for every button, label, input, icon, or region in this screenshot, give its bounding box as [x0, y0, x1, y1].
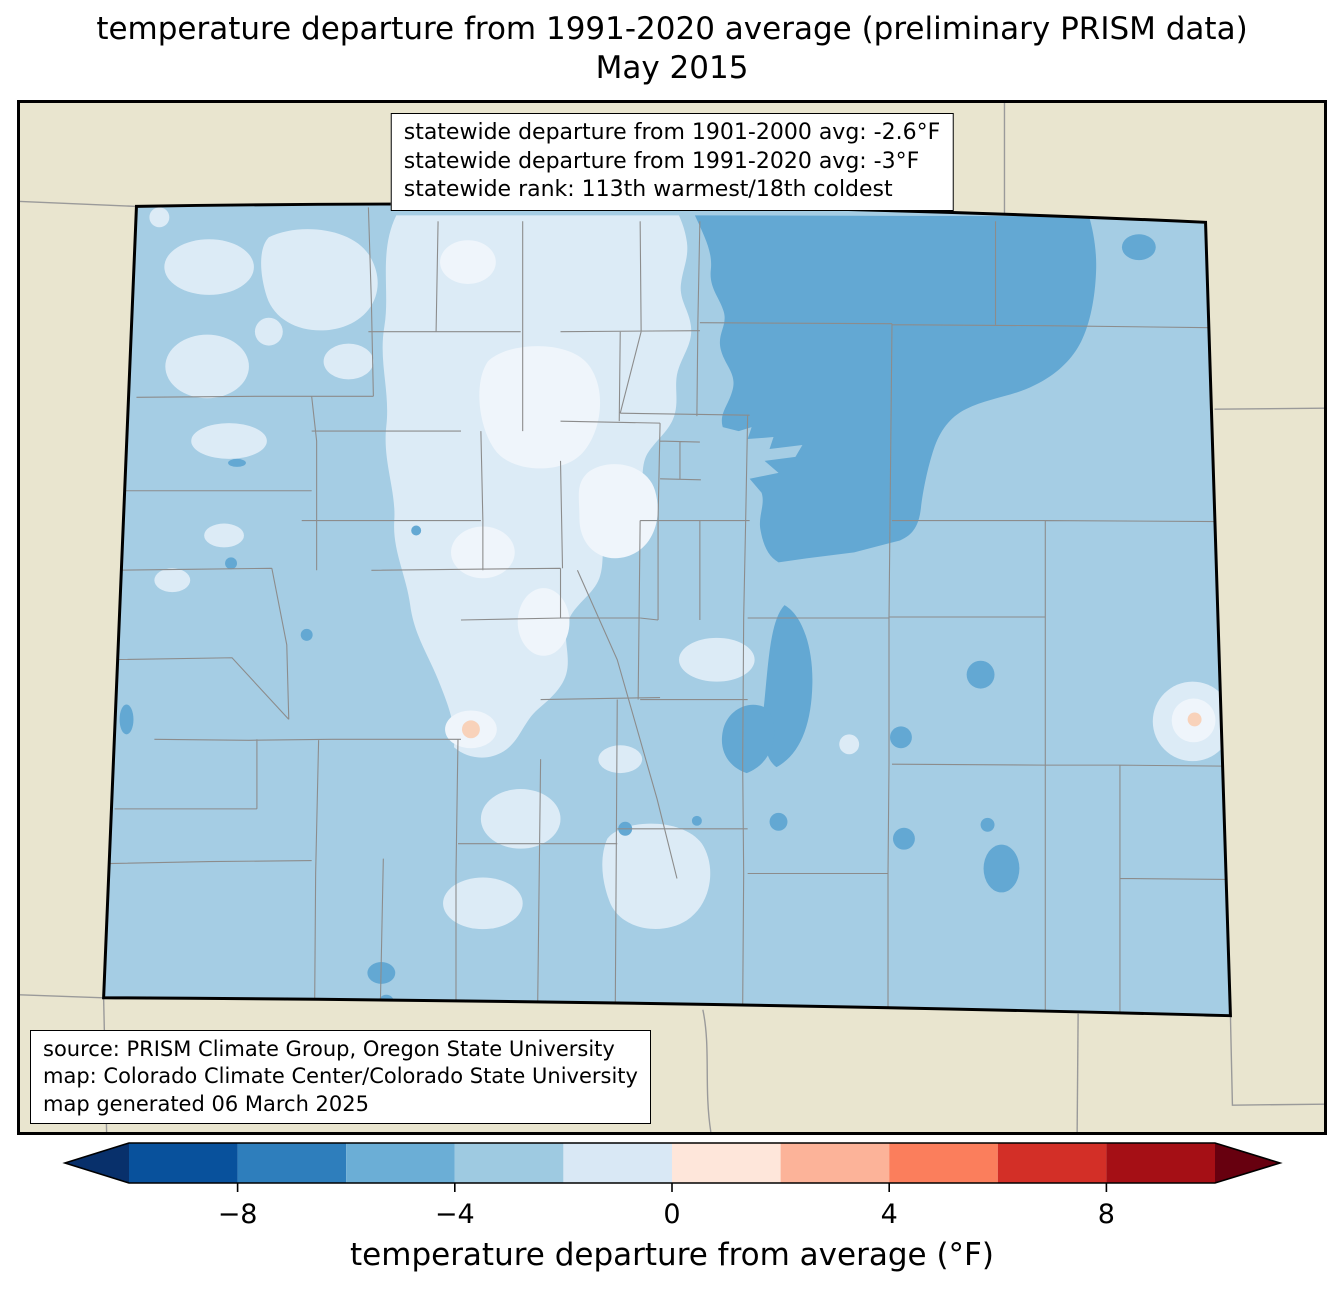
stats-line-3: statewide rank: 113th warmest/18th colde…	[403, 177, 893, 203]
colorbar-left-arrow	[65, 1143, 129, 1183]
colorbar-tick-label: 8	[1098, 1199, 1115, 1230]
colorbar-tick-label: −4	[435, 1199, 475, 1230]
colorbar-outline	[62, 1142, 1283, 1184]
source-line-3: map generated 06 March 2025	[43, 1091, 370, 1116]
title-line-2: May 2015	[595, 49, 749, 86]
figure-title: temperature departure from 1991-2020 ave…	[0, 10, 1344, 88]
colorbar-segment	[889, 1143, 998, 1183]
colorbar-segment	[563, 1143, 672, 1183]
colorbar-tick-label: −8	[218, 1199, 258, 1230]
county-boundaries	[104, 207, 1227, 1013]
colorbar-segments	[129, 1143, 1215, 1183]
colorbar: −8 −4 0 4 8 temperature departure from avera…	[62, 1142, 1283, 1273]
stats-line-2: statewide departure from 1991-2020 avg: …	[403, 148, 920, 174]
colorbar-segment	[237, 1143, 347, 1183]
colorbar-segment	[129, 1143, 238, 1183]
title-line-1: temperature departure from 1991-2020 ave…	[96, 11, 1248, 47]
statewide-stats-box: statewide departure from 1901-2000 avg: …	[390, 113, 954, 211]
colorado-temperature-map	[20, 103, 1324, 1132]
colorbar-right-arrow	[1215, 1143, 1280, 1183]
colorado-fill-layers	[103, 204, 1231, 1016]
mild-anomaly-regions	[149, 207, 1231, 930]
near-zero-anomaly-cores	[440, 240, 1216, 749]
source-line-1: source: PRISM Climate Group, Oregon Stat…	[43, 1037, 615, 1062]
colorbar-ticks: −8 −4 0 4 8	[218, 1183, 1115, 1230]
warm-anomaly-spots	[461, 712, 1202, 739]
stats-line-1: statewide departure from 1901-2000 avg: …	[403, 120, 941, 145]
colorbar-tick-label: 4	[881, 1199, 898, 1230]
map-frame: statewide departure from 1901-2000 avg: …	[17, 100, 1327, 1135]
source-line-2: map: Colorado Climate Center/Colorado St…	[43, 1064, 638, 1089]
colorbar-segment	[997, 1143, 1107, 1183]
colorbar-segment	[672, 1143, 781, 1183]
colorbar-segment	[1106, 1143, 1215, 1183]
colorbar-segment	[454, 1143, 564, 1183]
colorbar-segment	[346, 1143, 455, 1183]
colorbar-segment	[780, 1143, 890, 1183]
colorbar-axis-label: temperature departure from average (°F)	[350, 1237, 994, 1273]
colorbar-tick-label: 0	[663, 1199, 680, 1230]
source-credit-box: source: PRISM Climate Group, Oregon Stat…	[30, 1030, 651, 1124]
